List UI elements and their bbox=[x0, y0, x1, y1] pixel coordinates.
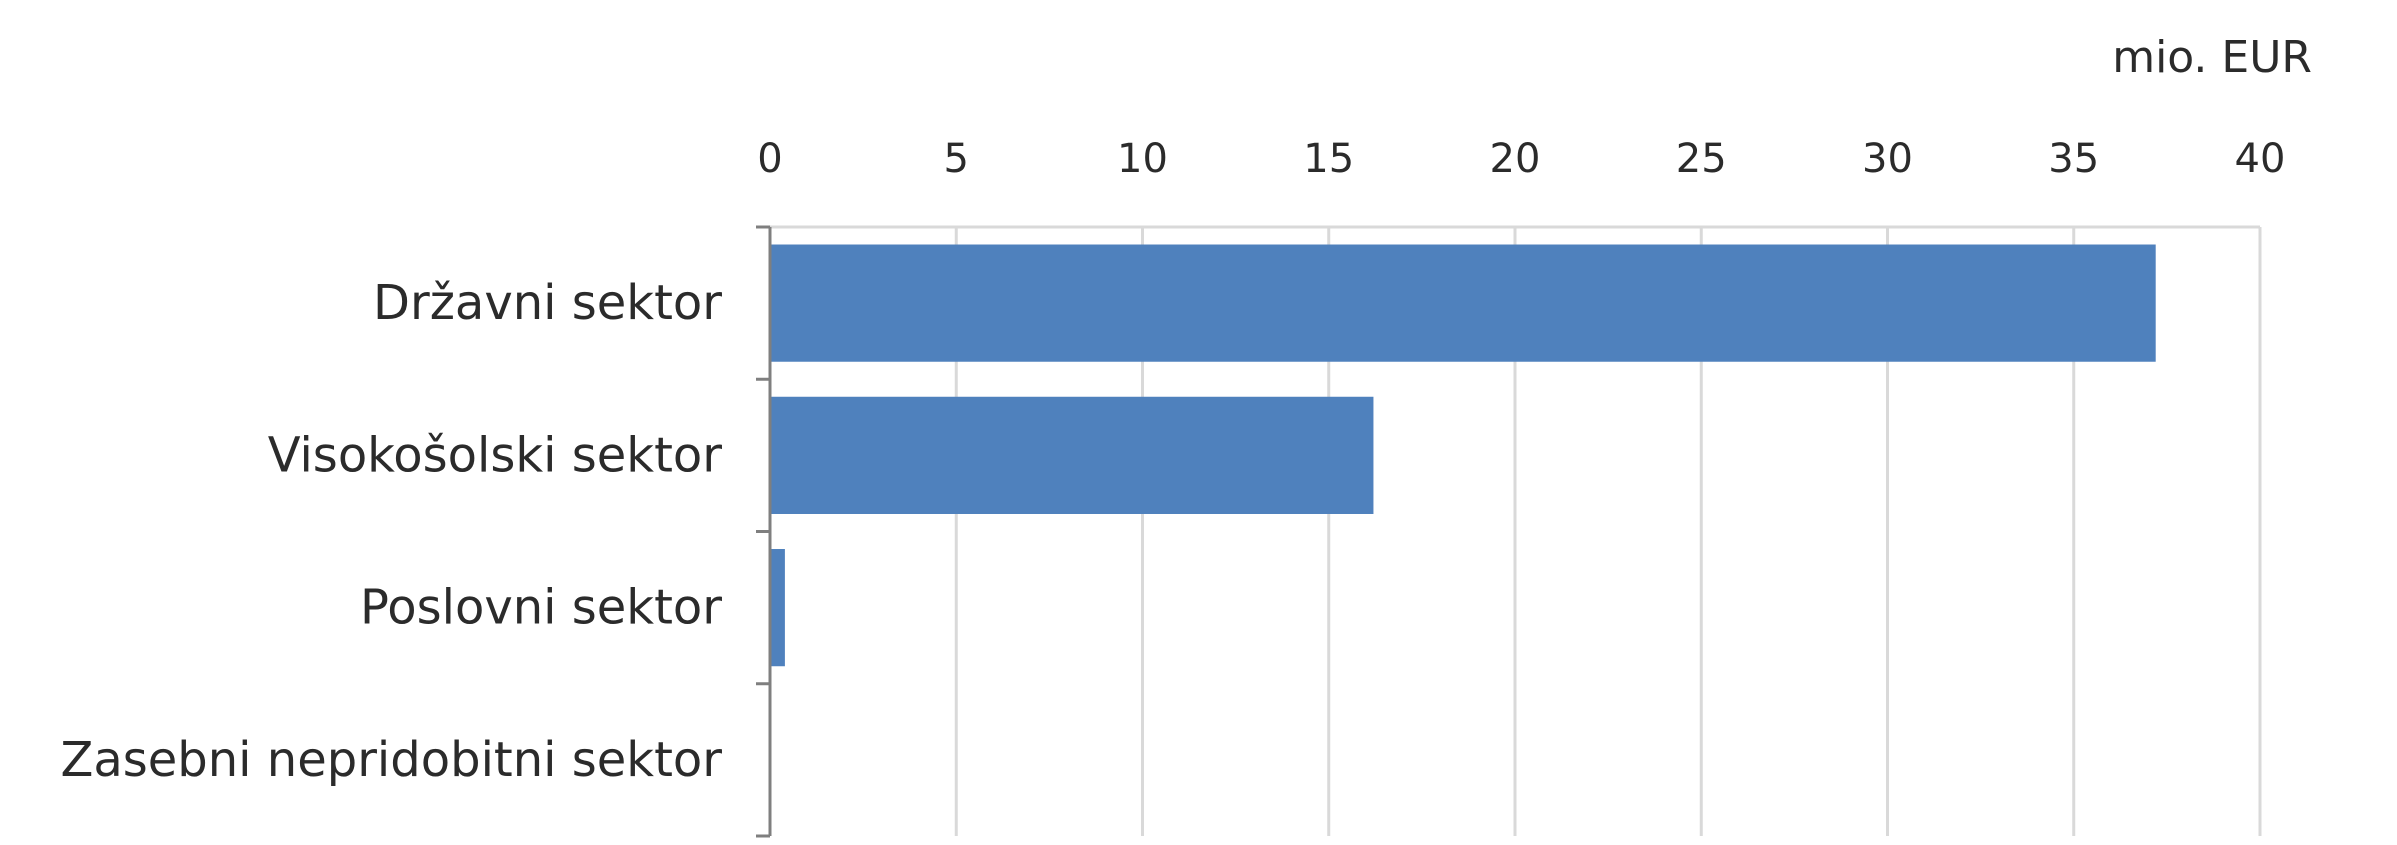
x-tick-label: 0 bbox=[757, 136, 782, 182]
category-label: Zasebni nepridobitni sektor bbox=[60, 732, 722, 788]
x-tick-label: 25 bbox=[1676, 136, 1727, 182]
x-tick-label: 20 bbox=[1490, 136, 1541, 182]
category-axis bbox=[756, 225, 772, 838]
x-tick-label: 35 bbox=[2048, 136, 2099, 182]
x-tick-label: 30 bbox=[1862, 136, 1913, 182]
bar bbox=[770, 396, 1374, 514]
category-label: Poslovni sektor bbox=[360, 580, 722, 636]
bar bbox=[770, 244, 2156, 362]
category-label: Visokošolski sektor bbox=[268, 427, 723, 483]
x-tick-label: 10 bbox=[1117, 136, 1168, 182]
value-axis-ticks: 0 5 10 15 20 25 30 35 40 bbox=[757, 136, 2285, 182]
unit-label: mio. EUR bbox=[2112, 32, 2312, 83]
bars bbox=[770, 244, 2156, 667]
x-tick-label: 5 bbox=[944, 136, 969, 182]
category-labels: Državni sektor Visokošolski sektor Poslovn… bbox=[60, 275, 722, 788]
x-tick-label: 40 bbox=[2235, 136, 2286, 182]
bar bbox=[770, 549, 785, 667]
category-label: Državni sektor bbox=[373, 275, 722, 331]
x-tick-label: 15 bbox=[1303, 136, 1354, 182]
